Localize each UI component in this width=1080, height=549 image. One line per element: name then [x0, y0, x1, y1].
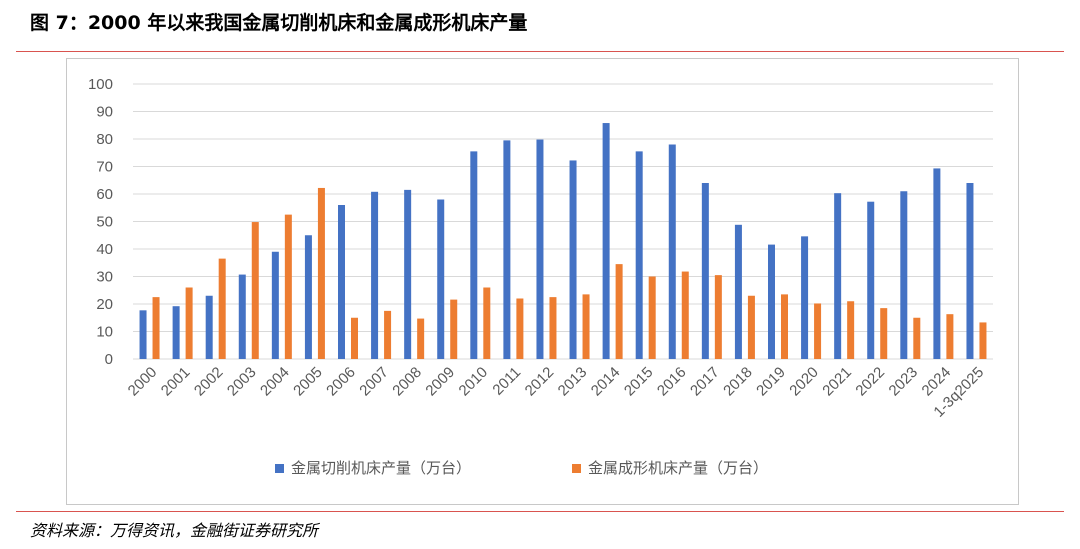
- bar-metal-cutting: [470, 151, 478, 359]
- x-tick-label: 2001: [158, 364, 194, 400]
- bar-metal-forming: [681, 271, 689, 359]
- source-note: 资料来源：万得资讯，金融街证券研究所: [30, 521, 319, 540]
- bar-metal-forming: [251, 222, 259, 359]
- x-tick-label: 2006: [323, 364, 359, 400]
- x-tick-label: 2017: [687, 364, 723, 400]
- legend-swatch-metal-forming: [572, 464, 581, 473]
- bar-metal-forming: [152, 297, 160, 359]
- x-tick-label: 2019: [753, 364, 789, 400]
- bar-metal-cutting: [437, 199, 445, 359]
- bar-metal-cutting: [371, 191, 379, 359]
- bar-metal-cutting: [801, 236, 809, 359]
- bar-metal-cutting: [569, 160, 577, 359]
- chart-frame: 0 10 20 30 40 50 60 70 80 90 100 2000 2001 2002 2003 20…: [66, 58, 1019, 505]
- x-tick-label: 2000: [125, 364, 161, 400]
- bar-metal-cutting: [205, 295, 213, 359]
- bar-metal-cutting: [271, 251, 279, 359]
- x-tick-label: 2016: [654, 364, 690, 400]
- y-tick-label: 10: [96, 324, 113, 341]
- y-tick-label: 80: [96, 131, 113, 148]
- x-tick-label: 2015: [621, 364, 657, 400]
- bar-metal-cutting: [867, 201, 875, 359]
- y-tick-label: 50: [96, 214, 113, 231]
- y-tick-label: 0: [105, 351, 113, 368]
- y-tick-label: 70: [96, 159, 113, 176]
- bar-metal-forming: [516, 298, 524, 359]
- bar-metal-forming: [351, 317, 358, 359]
- x-tick-label: 2002: [191, 364, 227, 400]
- x-tick-label: 2005: [290, 364, 326, 400]
- legend-label-metal-cutting: 金属切削机床产量（万台）: [291, 459, 471, 477]
- bar-metal-forming: [979, 322, 987, 359]
- bar-metal-forming: [615, 264, 623, 359]
- y-tick-label: 100: [88, 76, 113, 93]
- figure-title: 图 7：2000 年以来我国金属切削机床和金属成形机床产量: [30, 12, 528, 34]
- bar-metal-forming: [747, 295, 755, 359]
- x-tick-label: 2009: [422, 364, 458, 400]
- x-tick-label: 2023: [886, 364, 922, 400]
- bar-metal-forming: [913, 317, 921, 359]
- x-tick-label: 2018: [720, 364, 756, 400]
- bar-metal-forming: [814, 303, 822, 359]
- bar-metal-cutting: [933, 168, 941, 359]
- x-tick-label: 2011: [489, 364, 524, 399]
- bar-metal-forming: [450, 299, 458, 359]
- legend-label-metal-forming: 金属成形机床产量（万台）: [588, 459, 768, 477]
- bar-metal-forming: [781, 294, 788, 359]
- bar-metal-cutting: [404, 189, 412, 359]
- bar-chart: 0102030405060708090100200020012002200320…: [88, 76, 993, 477]
- bar-metal-forming: [384, 310, 392, 359]
- bar-metal-forming: [284, 214, 292, 359]
- x-tick-label: 2004: [257, 364, 293, 400]
- bar-metal-forming: [847, 301, 855, 359]
- bar-metal-forming: [483, 287, 491, 359]
- y-tick-label: 30: [96, 269, 113, 286]
- bar-metal-forming: [317, 187, 325, 359]
- bar-metal-cutting: [536, 139, 544, 359]
- bar-metal-forming: [946, 314, 954, 359]
- bar-metal-forming: [648, 276, 656, 359]
- x-tick-label: 2010: [456, 364, 492, 400]
- bottom-divider: [16, 511, 1064, 512]
- x-tick-label: 2012: [522, 364, 558, 400]
- bar-metal-forming: [549, 297, 557, 359]
- x-tick-label: 2007: [356, 364, 392, 400]
- bar-metal-cutting: [602, 123, 610, 359]
- x-tick-label: 2013: [555, 364, 591, 400]
- bar-metal-cutting: [900, 191, 908, 359]
- bar-metal-cutting: [635, 151, 643, 359]
- top-divider: [16, 51, 1064, 52]
- bar-metal-forming: [218, 258, 226, 359]
- bar-metal-cutting: [304, 235, 312, 359]
- bar-metal-cutting: [238, 274, 246, 359]
- bar-metal-cutting: [701, 183, 709, 359]
- bar-metal-cutting: [734, 224, 742, 359]
- x-tick-label: 2014: [588, 364, 624, 400]
- x-tick-label: 2020: [786, 364, 822, 400]
- x-tick-label: 2022: [852, 364, 888, 400]
- bar-metal-forming: [185, 287, 193, 359]
- y-tick-label: 90: [96, 104, 113, 121]
- legend-swatch-metal-cutting: [275, 464, 284, 473]
- y-tick-label: 20: [96, 296, 113, 313]
- y-tick-label: 40: [96, 241, 113, 258]
- x-tick-label: 2008: [389, 364, 425, 400]
- bar-metal-forming: [582, 294, 590, 359]
- bar-metal-cutting: [338, 205, 345, 359]
- x-tick-label: 2021: [819, 364, 855, 400]
- x-tick-label: 2003: [224, 364, 260, 400]
- bar-metal-cutting: [966, 183, 974, 359]
- bar-metal-cutting: [139, 310, 147, 359]
- bar-metal-forming: [714, 275, 722, 359]
- bar-metal-forming: [880, 308, 888, 359]
- bar-metal-cutting: [503, 140, 511, 359]
- bar-metal-forming: [417, 318, 425, 359]
- bar-metal-cutting: [668, 144, 676, 359]
- y-tick-label: 60: [96, 186, 113, 203]
- bar-metal-cutting: [834, 193, 842, 359]
- bar-metal-cutting: [768, 244, 775, 359]
- bar-metal-cutting: [172, 306, 180, 359]
